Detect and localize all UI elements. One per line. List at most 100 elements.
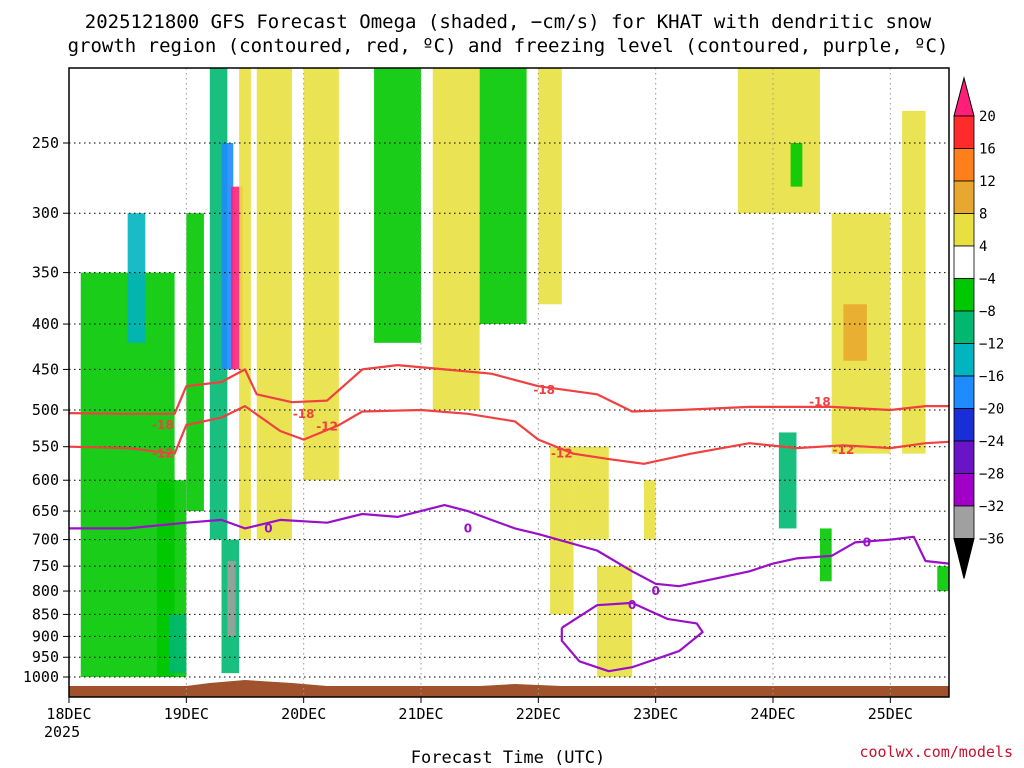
colorbar-label-11: −28 [979, 467, 1004, 483]
x-tick-label-20DEC: 20DEC [281, 705, 326, 723]
y-tick-label-700: 700 [32, 531, 59, 549]
dgz-contour-0-label-3: -18 [809, 395, 831, 409]
colorbar-segment-8 [953, 343, 975, 377]
omega-cell-21 [737, 68, 820, 214]
y-tick-label-300: 300 [32, 204, 59, 222]
omega-cell-6 [221, 143, 234, 370]
y-tick-label-550: 550 [32, 438, 59, 456]
colorbar: 20 16 12 8 4 −4 −8 −12 −16 −20 −24 −28 −32 −36 [953, 76, 1004, 579]
terrain-band [69, 680, 949, 697]
y-tick-label-400: 400 [32, 315, 59, 333]
x-tick-label-23DEC: 23DEC [633, 705, 678, 723]
omega-cell-26 [843, 304, 867, 361]
freezing-contour-0-label-3: 0 [863, 535, 871, 549]
y-tick-label-650: 650 [32, 502, 59, 520]
freezing-contour-1-line [560, 601, 704, 673]
x-tick-label-24DEC: 24DEC [750, 705, 795, 723]
omega-cell-4 [186, 213, 204, 512]
dgz-contour-1-label-3: -12 [833, 443, 855, 457]
colorbar-label-12: −32 [979, 499, 1004, 515]
y-tick-label-950: 950 [32, 648, 59, 666]
colorbar-segment-2 [953, 148, 975, 182]
colorbar-segment-7 [953, 310, 975, 344]
omega-cell-20 [643, 480, 656, 540]
omega-cell-15 [479, 68, 527, 325]
omega-shading [80, 68, 949, 677]
omega-cell-19 [597, 566, 633, 677]
plot-frame [68, 67, 950, 698]
omega-cell-18 [573, 446, 609, 540]
chart-title-line2: growth region (contoured, red, ºC) and f… [68, 35, 949, 57]
y-tick-label-600: 600 [32, 471, 59, 489]
colorbar-label-9: −20 [979, 402, 1004, 418]
y-tick-label-1000: 1000 [23, 668, 59, 686]
omega-cell-27 [902, 110, 926, 454]
x-axis-start-year: 2025 [44, 723, 80, 741]
colorbar-label-3: 8 [979, 207, 987, 223]
y-axis-ticks: 250 300 350 400 450 500 550 600 650 700 750 800 850 9… [23, 134, 69, 686]
chart-title-line1: 2025121800 GFS Forecast Omega (shaded, −… [85, 11, 932, 33]
colorbar-segment-3 [953, 180, 975, 214]
freezing-contour-0-label-2: 0 [651, 584, 659, 598]
omega-cell-3 [168, 614, 187, 674]
omega-cell-12 [303, 68, 339, 481]
colorbar-label-0: 20 [979, 109, 996, 125]
colorbar-segment-10 [953, 408, 975, 442]
freezing-contour-1-label-0: 0 [628, 598, 636, 612]
freezing-contour-0-line [69, 504, 950, 588]
y-tick-label-450: 450 [32, 360, 59, 378]
x-tick-label-25DEC: 25DEC [868, 705, 913, 723]
colorbar-label-6: −8 [979, 304, 996, 320]
y-tick-label-750: 750 [32, 557, 59, 575]
colorbar-segment-6 [953, 278, 975, 312]
colorbar-label-2: 12 [979, 174, 996, 190]
colorbar-segment-13 [953, 505, 975, 539]
omega-cell-17 [550, 446, 574, 615]
x-tick-label-18DEC: 18DEC [46, 705, 91, 723]
omega-cell-1 [127, 213, 146, 343]
colorbar-segment-4 [953, 213, 975, 247]
colorbar-label-4: 4 [979, 239, 987, 255]
dgz-contour-1-label-0: -12 [152, 447, 174, 461]
dgz-contour-1-label-1: -12 [316, 420, 338, 434]
y-tick-label-250: 250 [32, 134, 59, 152]
x-tick-label-19DEC: 19DEC [164, 705, 209, 723]
y-tick-label-500: 500 [32, 401, 59, 419]
x-tick-label-21DEC: 21DEC [398, 705, 443, 723]
omega-cell-22 [778, 432, 797, 529]
dgz-contour-1-line [68, 405, 950, 465]
dgz-contour-0-label-0: -18 [152, 418, 174, 432]
colorbar-segment-11 [953, 440, 975, 474]
colorbar-label-7: −12 [979, 337, 1004, 353]
x-tick-label-22DEC: 22DEC [516, 705, 561, 723]
credit-text: coolwx.com/models [859, 743, 1013, 761]
grid-lines [69, 68, 949, 697]
dgz-contour-0-label-2: -18 [533, 383, 555, 397]
freezing-contour-0-label-1: 0 [464, 521, 472, 535]
dgz-contour-0-label-1: -18 [293, 407, 315, 421]
colorbar-segment-12 [953, 473, 975, 507]
x-axis-label: Forecast Time (UTC) [411, 748, 605, 768]
y-tick-label-800: 800 [32, 582, 59, 600]
omega-cell-13 [374, 68, 421, 343]
colorbar-segment-1 [953, 115, 975, 149]
colorbar-label-5: −4 [979, 272, 996, 288]
y-tick-label-350: 350 [32, 264, 59, 282]
x-axis-ticks: 18DEC 19DEC 20DEC 21DEC 22DEC 23DEC 24DEC 25DEC [46, 697, 913, 723]
y-tick-label-850: 850 [32, 605, 59, 623]
omega-cell-11 [256, 68, 292, 540]
omega-cell-9 [230, 186, 243, 370]
colorbar-segment-9 [953, 375, 975, 409]
omega-cell-28 [937, 566, 949, 592]
omega-cell-16 [538, 68, 562, 305]
omega-cell-10 [239, 68, 251, 540]
omega-cell-8 [227, 561, 236, 637]
dgz-contour-0-line [68, 364, 949, 415]
colorbar-label-13: −36 [979, 532, 1004, 548]
y-tick-label-900: 900 [32, 627, 59, 645]
omega-cell-24 [819, 528, 832, 582]
terrain-fill [69, 680, 949, 697]
